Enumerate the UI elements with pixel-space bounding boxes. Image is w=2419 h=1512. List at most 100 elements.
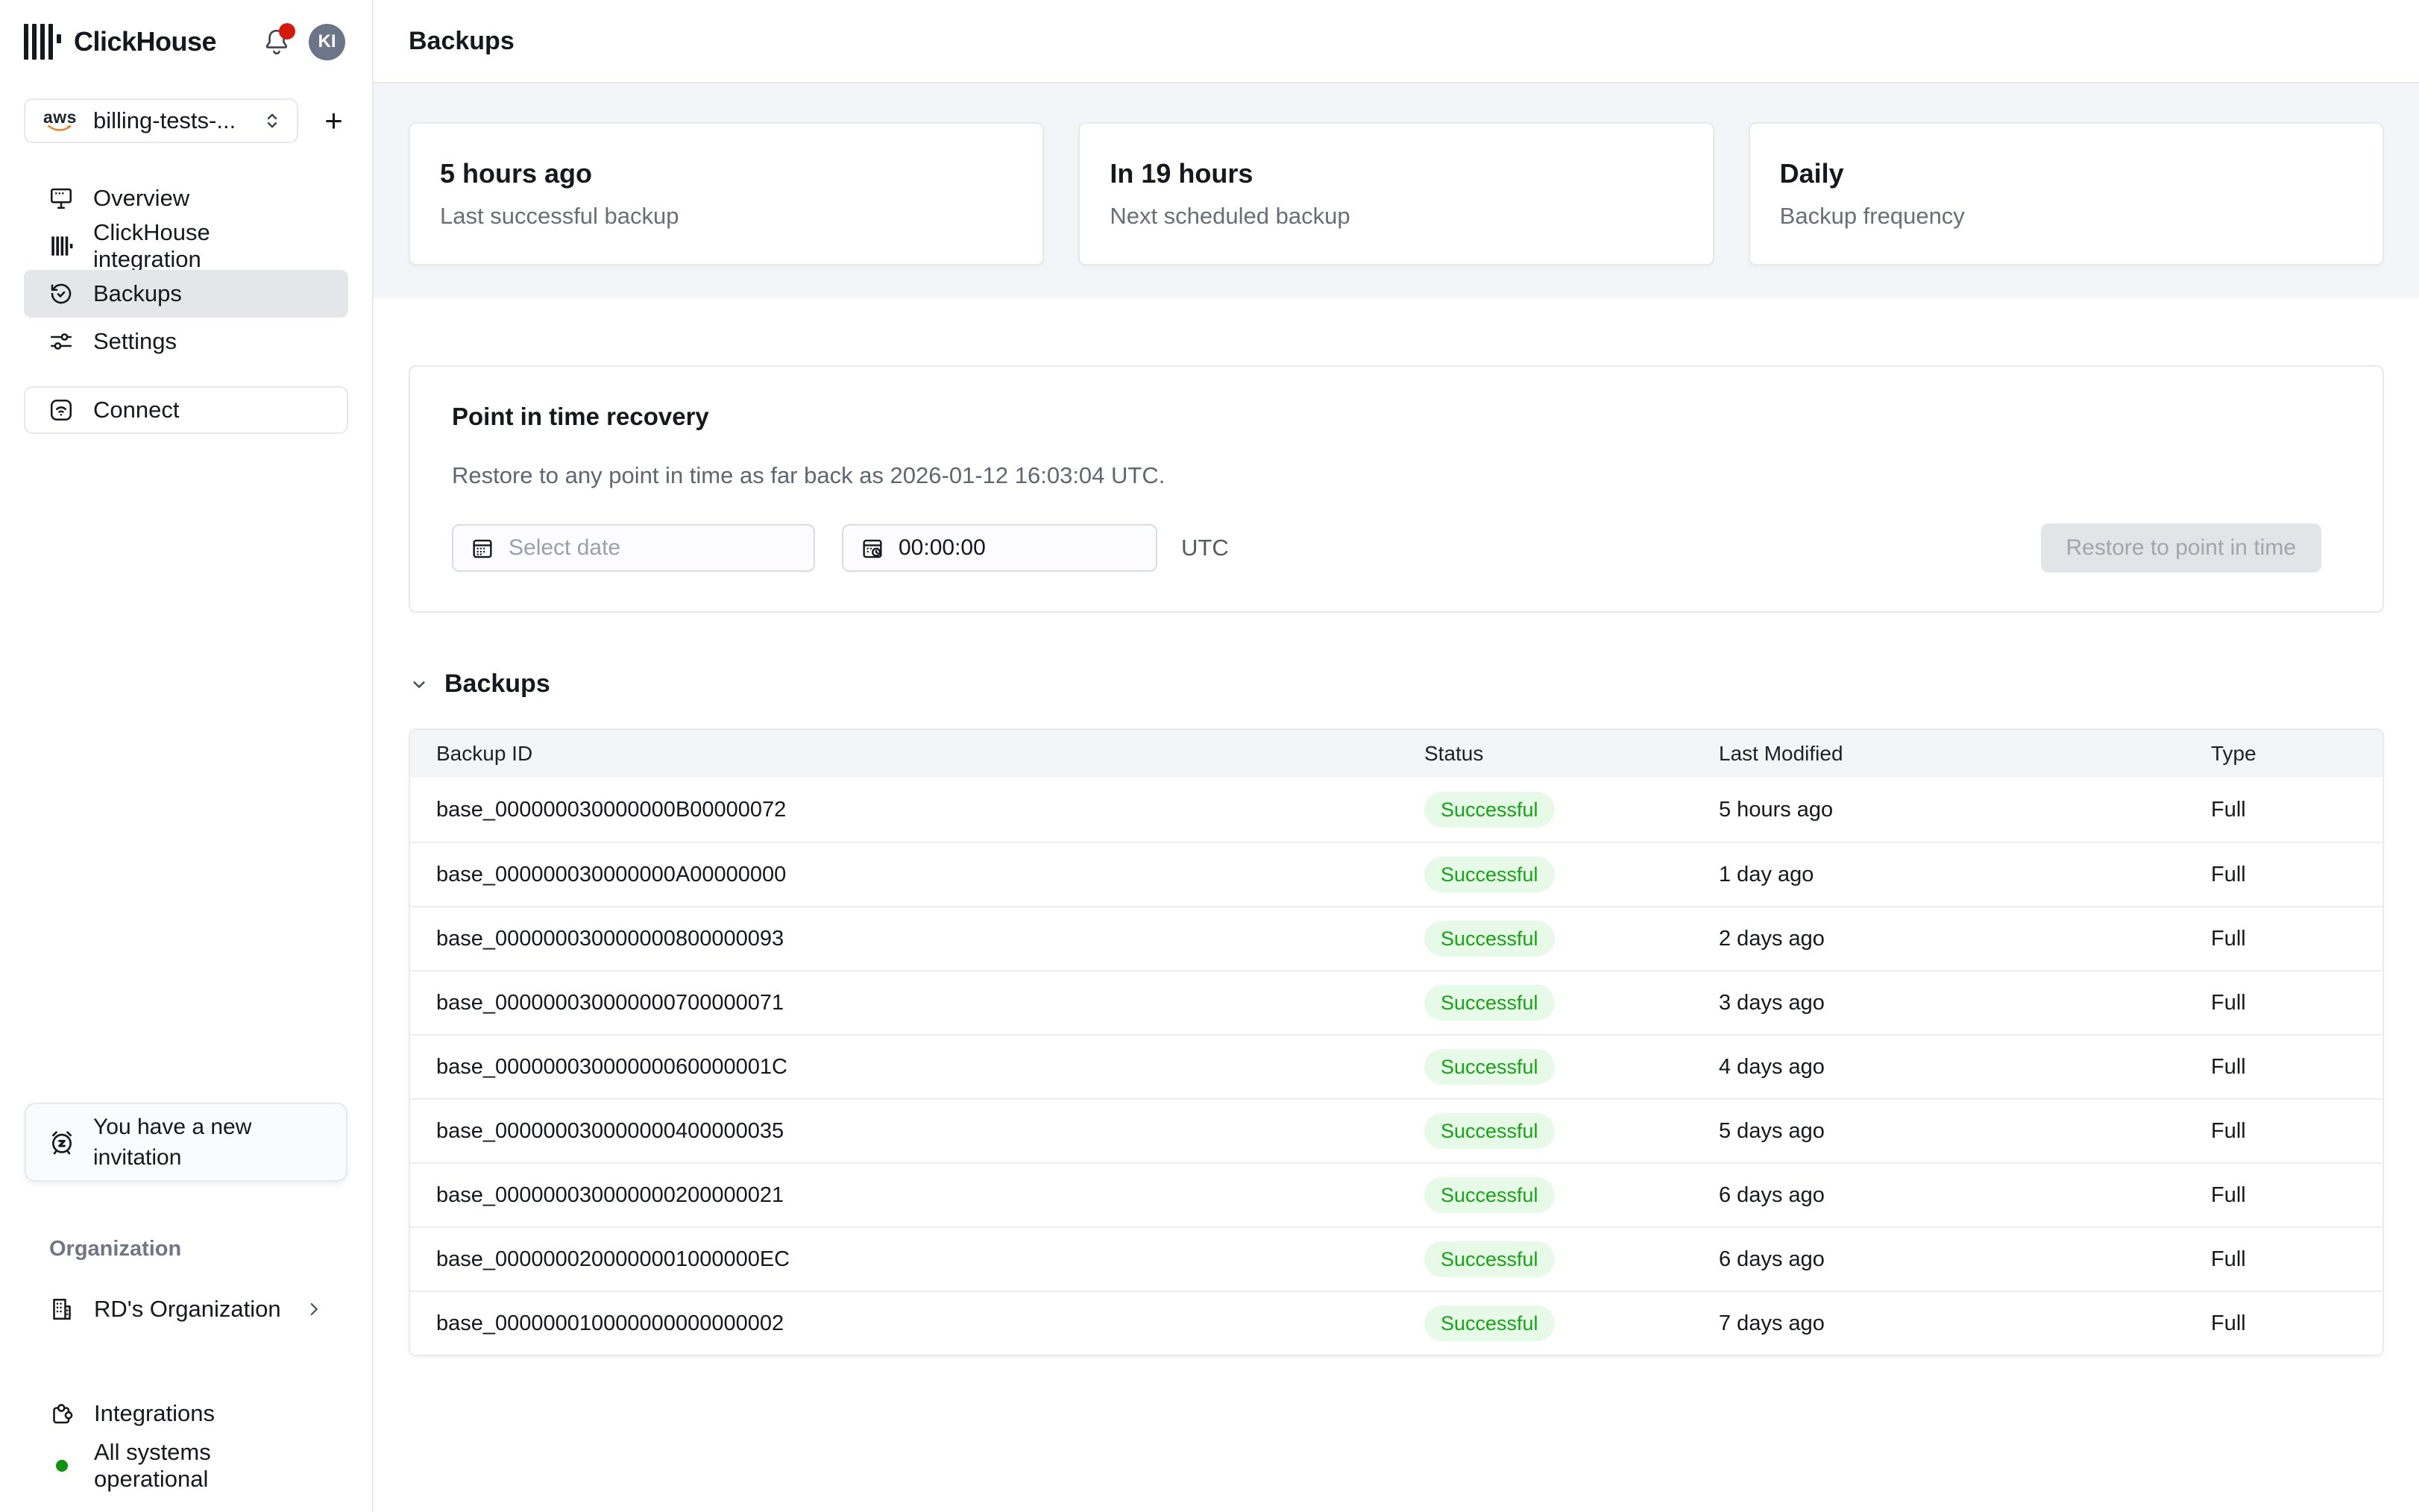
notification-dot bbox=[279, 23, 295, 40]
backup-id-cell: base_000000030000000800000093 bbox=[436, 926, 784, 951]
status-badge: Successful bbox=[1424, 1177, 1555, 1213]
sidebar-item-label: Settings bbox=[93, 328, 177, 354]
system-status-link[interactable]: All systems operational bbox=[25, 1439, 347, 1492]
table-row[interactable]: base_000000030000000700000071 Successful… bbox=[410, 970, 2382, 1034]
column-header-status: Status bbox=[1424, 742, 1484, 765]
clickhouse-bars-icon bbox=[48, 233, 75, 259]
table-row[interactable]: base_000000030000000400000035 Successful… bbox=[410, 1098, 2382, 1162]
avatar[interactable]: KI bbox=[309, 23, 345, 60]
type-cell: Full bbox=[2211, 1118, 2246, 1143]
integrations-link[interactable]: Integrations bbox=[25, 1393, 347, 1434]
pitr-description: Restore to any point in time as far back… bbox=[452, 462, 1166, 488]
integrations-label: Integrations bbox=[94, 1400, 215, 1426]
backup-id-cell: base_000000030000000B00000072 bbox=[436, 797, 787, 822]
sidebar-item-backups[interactable]: Backups bbox=[24, 270, 348, 318]
status-badge: Successful bbox=[1424, 1305, 1555, 1341]
organization-switcher[interactable]: RD's Organization bbox=[25, 1287, 347, 1332]
sidebar-item-settings[interactable]: Settings bbox=[24, 318, 348, 365]
table-row[interactable]: base_000000030000000200000021 Successful… bbox=[410, 1162, 2382, 1226]
settings-sliders-icon bbox=[48, 328, 75, 355]
backup-id-cell: base_000000030000000200000021 bbox=[436, 1182, 784, 1207]
card-label: Backup frequency bbox=[1779, 203, 1965, 229]
summary-cards-band: 5 hours ago Last successful backup In 19… bbox=[374, 84, 2419, 298]
table-row[interactable]: base_000000030000000B00000072 Successful… bbox=[410, 778, 2382, 842]
card-last-successful-backup: 5 hours ago Last successful backup bbox=[409, 122, 1045, 265]
last-modified-cell: 1 day ago bbox=[1719, 862, 1814, 886]
status-badge: Successful bbox=[1424, 1049, 1555, 1085]
last-modified-cell: 5 hours ago bbox=[1719, 797, 1834, 822]
last-modified-cell: 2 days ago bbox=[1719, 926, 1825, 951]
sidebar-item-label: Backups bbox=[93, 280, 182, 306]
calendar-clock-icon bbox=[860, 535, 885, 561]
column-header-type: Type bbox=[2211, 742, 2256, 765]
last-modified-cell: 3 days ago bbox=[1719, 990, 1825, 1015]
column-header-last-modified: Last Modified bbox=[1719, 742, 1843, 765]
table-row[interactable]: base_0000000200000001000000EC Successful… bbox=[410, 1226, 2382, 1291]
type-cell: Full bbox=[2211, 1182, 2246, 1207]
sidebar-item-clickhouse-integration[interactable]: ClickHouse integration bbox=[24, 219, 348, 272]
table-row[interactable]: base_000000010000000000000002 Successful… bbox=[410, 1291, 2382, 1355]
restore-to-point-in-time-button[interactable]: Restore to point in time bbox=[2040, 523, 2321, 573]
alarm-invitation-icon bbox=[47, 1127, 77, 1157]
table-row[interactable]: base_000000030000000A00000000 Successful… bbox=[410, 842, 2382, 906]
table-header-row: Backup ID Status Last Modified Type bbox=[410, 730, 2382, 778]
card-next-scheduled-backup: In 19 hours Next scheduled backup bbox=[1078, 122, 1714, 265]
backup-id-cell: base_00000003000000060000001C bbox=[436, 1054, 787, 1079]
card-value: Daily bbox=[1779, 158, 1844, 189]
last-modified-cell: 4 days ago bbox=[1719, 1054, 1825, 1079]
brand-name: ClickHouse bbox=[74, 26, 217, 57]
status-dot-icon bbox=[56, 1460, 68, 1472]
page-header: Backups bbox=[374, 0, 2419, 84]
puzzle-icon bbox=[48, 1400, 75, 1427]
card-label: Next scheduled backup bbox=[1110, 203, 1350, 229]
main-content: Backups 5 hours ago Last successful back… bbox=[374, 0, 2419, 1512]
table-row[interactable]: base_00000003000000060000001C Successful… bbox=[410, 1034, 2382, 1098]
column-header-backup-id: Backup ID bbox=[436, 742, 533, 765]
card-value: 5 hours ago bbox=[440, 158, 593, 189]
sidebar: ClickHouse KI aws billing-tests-... bbox=[0, 0, 374, 1512]
chevron-right-icon bbox=[310, 1302, 318, 1316]
calendar-icon bbox=[470, 535, 495, 561]
type-cell: Full bbox=[2211, 926, 2246, 951]
last-modified-cell: 6 days ago bbox=[1719, 1247, 1825, 1271]
add-service-button[interactable]: + bbox=[319, 104, 348, 137]
backup-id-cell: base_0000000200000001000000EC bbox=[436, 1247, 790, 1271]
sidebar-nav: Overview ClickHouse integration bbox=[0, 174, 372, 365]
backups-section-title: Backups bbox=[444, 670, 550, 698]
status-badge: Successful bbox=[1424, 985, 1555, 1021]
last-modified-cell: 6 days ago bbox=[1719, 1182, 1825, 1207]
date-input[interactable] bbox=[509, 535, 797, 561]
time-input[interactable] bbox=[899, 535, 1139, 561]
pitr-title: Point in time recovery bbox=[452, 403, 709, 430]
time-picker-field[interactable] bbox=[842, 524, 1157, 572]
last-modified-cell: 7 days ago bbox=[1719, 1311, 1825, 1335]
notifications-bell-icon[interactable] bbox=[261, 23, 295, 57]
backup-id-cell: base_000000030000000400000035 bbox=[436, 1118, 784, 1143]
aws-icon: aws bbox=[43, 109, 77, 132]
brand-row: ClickHouse KI bbox=[0, 0, 372, 84]
status-badge: Successful bbox=[1424, 921, 1555, 957]
backup-id-cell: base_000000030000000700000071 bbox=[436, 990, 784, 1015]
backups-section-header[interactable]: Backups bbox=[409, 670, 2384, 699]
page-title: Backups bbox=[409, 26, 515, 55]
sidebar-item-overview[interactable]: Overview bbox=[24, 174, 348, 222]
table-row[interactable]: base_000000030000000800000093 Successful… bbox=[410, 906, 2382, 970]
card-label: Last successful backup bbox=[440, 203, 679, 229]
chevron-updown-icon bbox=[267, 113, 277, 128]
type-cell: Full bbox=[2211, 1311, 2246, 1335]
backup-history-icon bbox=[48, 280, 75, 307]
service-selector[interactable]: aws billing-tests-... bbox=[24, 98, 298, 143]
invitation-banner[interactable]: You have a new invitation bbox=[25, 1103, 347, 1182]
organization-name: RD's Organization bbox=[94, 1296, 281, 1322]
point-in-time-recovery-card: Point in time recovery Restore to any po… bbox=[409, 365, 2384, 613]
card-backup-frequency: Daily Backup frequency bbox=[1748, 122, 2384, 265]
service-name: billing-tests-... bbox=[92, 107, 236, 133]
type-cell: Full bbox=[2211, 990, 2246, 1015]
date-picker-field[interactable] bbox=[452, 524, 815, 572]
building-icon bbox=[48, 1296, 75, 1323]
organization-heading: Organization bbox=[49, 1237, 182, 1261]
card-value: In 19 hours bbox=[1110, 158, 1253, 189]
chevron-down-icon bbox=[413, 681, 425, 688]
content-area: Point in time recovery Restore to any po… bbox=[374, 298, 2419, 1512]
connect-button[interactable]: Connect bbox=[24, 386, 348, 434]
